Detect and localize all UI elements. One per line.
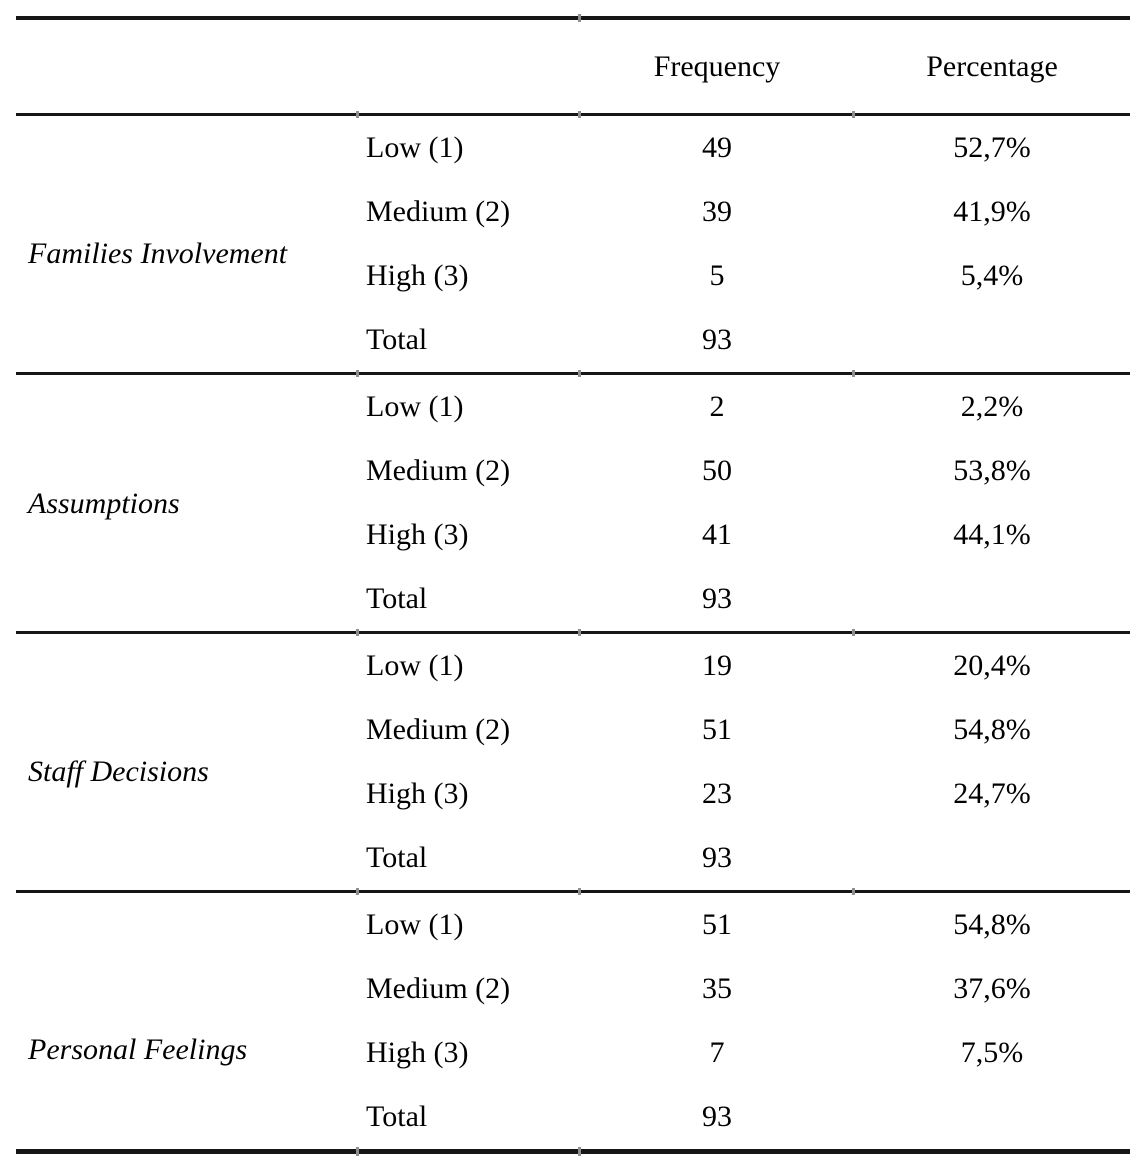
column-divider-tick xyxy=(852,888,855,895)
level-cell: Medium (2) xyxy=(366,972,511,1005)
frequency-cell: 93 xyxy=(702,841,732,874)
percentage-cell: 7,5% xyxy=(960,1036,1024,1069)
table-group-families-involvement: Families Involvement Low (1) 49 52,7% Me… xyxy=(16,116,1130,372)
frequency-cell: 51 xyxy=(702,908,732,941)
group-divider-rule xyxy=(16,888,1130,895)
percentage-cell xyxy=(854,826,1130,890)
percentage-cell: 41,9% xyxy=(953,195,1031,228)
percentage-cell: 44,1% xyxy=(953,518,1031,551)
level-cell: High (3) xyxy=(366,777,469,810)
frequency-cell: 23 xyxy=(702,777,732,810)
group-label: Personal Feelings xyxy=(28,1032,248,1066)
percentage-cell: 54,8% xyxy=(953,908,1031,941)
group-label: Families Involvement xyxy=(28,236,288,270)
column-divider-tick xyxy=(578,14,581,22)
column-divider-tick xyxy=(356,370,359,377)
percentage-cell: 54,8% xyxy=(953,713,1031,746)
level-cell: Medium (2) xyxy=(366,195,511,228)
level-cell: Medium (2) xyxy=(366,454,511,487)
header-cell-frequency: Frequency xyxy=(653,49,781,83)
frequency-cell: 39 xyxy=(702,195,732,228)
frequency-cell: 49 xyxy=(702,131,732,164)
table-group-personal-feelings: Personal Feelings Low (1) 51 54,8% Mediu… xyxy=(16,893,1130,1149)
header-cell-level xyxy=(358,20,580,113)
frequency-cell: 35 xyxy=(702,972,732,1005)
level-cell: High (3) xyxy=(366,259,469,292)
frequency-cell: 50 xyxy=(702,454,732,487)
column-divider-tick xyxy=(356,888,359,895)
percentage-cell: 53,8% xyxy=(953,454,1031,487)
column-divider-tick xyxy=(578,629,581,636)
column-divider-tick xyxy=(578,111,581,118)
frequency-percentage-table: Frequency Percentage Families Involvemen… xyxy=(16,14,1130,1156)
level-cell: Total xyxy=(366,1100,428,1133)
frequency-cell: 51 xyxy=(702,713,732,746)
level-cell: Medium (2) xyxy=(366,713,511,746)
table-bottom-rule xyxy=(16,1147,1130,1156)
table-header-row: Frequency Percentage xyxy=(16,20,1130,113)
level-cell: High (3) xyxy=(366,1036,469,1069)
column-divider-tick xyxy=(852,629,855,636)
table-group-assumptions: Assumptions Low (1) 2 2,2% Medium (2) 50… xyxy=(16,375,1130,631)
frequency-cell: 5 xyxy=(709,259,725,292)
table-top-rule xyxy=(16,14,1130,22)
level-cell: Low (1) xyxy=(366,908,464,941)
percentage-cell xyxy=(854,567,1130,631)
table-group-staff-decisions: Staff Decisions Low (1) 19 20,4% Medium … xyxy=(16,634,1130,890)
column-divider-tick xyxy=(578,1147,581,1156)
column-divider-tick xyxy=(356,1147,359,1156)
frequency-cell: 7 xyxy=(709,1036,725,1069)
level-cell: Total xyxy=(366,323,428,356)
level-cell: Low (1) xyxy=(366,649,464,682)
frequency-cell: 41 xyxy=(702,518,732,551)
group-divider-rule xyxy=(16,629,1130,636)
frequency-cell: 93 xyxy=(702,323,732,356)
column-divider-tick xyxy=(578,370,581,377)
frequency-cell: 93 xyxy=(702,582,732,615)
level-cell: High (3) xyxy=(366,518,469,551)
column-divider-tick xyxy=(852,111,855,118)
percentage-cell xyxy=(854,308,1130,372)
frequency-cell: 19 xyxy=(702,649,732,682)
header-bottom-rule xyxy=(16,111,1130,118)
level-cell: Low (1) xyxy=(366,131,464,164)
group-divider-rule xyxy=(16,370,1130,377)
percentage-cell: 2,2% xyxy=(960,390,1024,423)
percentage-cell: 5,4% xyxy=(960,259,1024,292)
group-label: Assumptions xyxy=(28,486,180,520)
level-cell: Total xyxy=(366,582,428,615)
group-label: Staff Decisions xyxy=(28,754,209,788)
level-cell: Low (1) xyxy=(366,390,464,423)
header-cell-group xyxy=(16,20,358,113)
percentage-cell xyxy=(854,1085,1130,1149)
percentage-cell: 24,7% xyxy=(953,777,1031,810)
percentage-cell: 52,7% xyxy=(953,131,1031,164)
column-divider-tick xyxy=(356,629,359,636)
column-divider-tick xyxy=(356,111,359,118)
percentage-cell: 37,6% xyxy=(953,972,1031,1005)
percentage-cell: 20,4% xyxy=(953,649,1031,682)
frequency-cell: 93 xyxy=(702,1100,732,1133)
header-cell-percentage: Percentage xyxy=(926,49,1058,83)
level-cell: Total xyxy=(366,841,428,874)
column-divider-tick xyxy=(852,370,855,377)
column-divider-tick xyxy=(578,888,581,895)
frequency-cell: 2 xyxy=(709,390,725,423)
